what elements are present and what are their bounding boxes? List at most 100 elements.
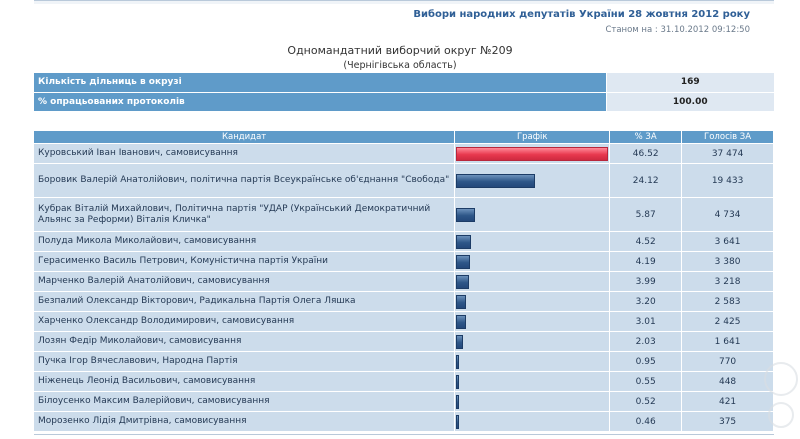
vote-percent: 24.12 [610, 164, 683, 197]
vote-percent: 0.52 [610, 392, 683, 411]
candidate-name: Боровик Валерій Анатолійович, політична … [34, 164, 456, 197]
vote-percent: 5.87 [610, 198, 683, 231]
vote-count: 19 433 [682, 164, 774, 197]
candidate-name: Кубрак Віталій Михайлович, Політична пар… [34, 198, 456, 231]
candidate-row: Лозян Федір Миколайович, самовисування 2.… [34, 332, 774, 351]
candidate-name: Білоусенко Максим Валерійович, самовисув… [34, 392, 456, 411]
candidate-name: Куровський Іван Іванович, самовисування [34, 144, 456, 163]
summary-value: 169 [605, 73, 774, 93]
vote-bar [456, 274, 470, 289]
vote-count: 421 [682, 392, 774, 411]
candidate-row: Кубрак Віталій Михайлович, Політична пар… [34, 198, 774, 231]
candidate-name: Марченко Валерій Анатолійович, самовисув… [34, 272, 456, 291]
candidate-row: Пучка Ігор Вячеславович, Народна Партія 0… [34, 352, 774, 371]
watermark-logo [764, 362, 798, 396]
summary-value: 100.00 [605, 92, 774, 112]
vote-bar [456, 294, 467, 309]
candidate-name: Пучка Ігор Вячеславович, Народна Партія [34, 352, 456, 371]
graph-cell [455, 312, 611, 331]
candidate-name: Харченко Олександр Володимирович, самови… [34, 312, 456, 331]
graph-cell [455, 352, 611, 371]
vote-percent: 3.01 [610, 312, 683, 331]
vote-bar [456, 207, 476, 222]
graph-cell [455, 332, 611, 351]
results-header-row: Кандидат Графік % ЗА Голосів ЗА [34, 131, 774, 143]
candidate-row: Безпалий Олександр Вікторович, Радикальн… [34, 292, 774, 311]
vote-count: 2 425 [682, 312, 774, 331]
vote-percent: 3.20 [610, 292, 683, 311]
vote-count: 375 [682, 412, 774, 431]
district-title: Одномандатний виборчий округ №209 [287, 44, 513, 57]
results-table: Кандидат Графік % ЗА Голосів ЗА Куровськ… [34, 130, 774, 432]
vote-bar [456, 146, 609, 161]
vote-percent: 4.19 [610, 252, 683, 271]
graph-cell [455, 252, 611, 271]
vote-count: 3 641 [682, 232, 774, 251]
candidate-row: Ніженець Леонід Васильович, самовисуванн… [34, 372, 774, 391]
column-header-candidate: Кандидат [34, 131, 456, 143]
column-header-votes: Голосів ЗА [682, 131, 774, 143]
column-header-percent: % ЗА [610, 131, 683, 143]
vote-bar [456, 234, 472, 249]
vote-percent: 46.52 [610, 144, 683, 163]
summary-label: Кількість дільниць в окрузі [34, 73, 606, 93]
vote-count: 4 734 [682, 198, 774, 231]
summary-label: % опрацьованих протоколів [34, 92, 606, 112]
top-border [34, 0, 774, 4]
vote-percent: 0.95 [610, 352, 683, 371]
vote-bar [456, 354, 460, 369]
candidate-row: Білоусенко Максим Валерійович, самовисув… [34, 392, 774, 411]
vote-percent: 4.52 [610, 232, 683, 251]
watermark-logo-secondary [768, 402, 794, 428]
graph-cell [455, 232, 611, 251]
election-title-link[interactable]: Вибори народних депутатів України 28 жов… [413, 9, 750, 20]
vote-count: 37 474 [682, 144, 774, 163]
graph-cell [455, 392, 611, 411]
status-timestamp: Станом на : 31.10.2012 09:12:50 [605, 25, 750, 35]
vote-bar [456, 173, 536, 188]
candidate-row: Боровик Валерій Анатолійович, політична … [34, 164, 774, 197]
candidate-name: Герасименко Василь Петрович, Комуністичн… [34, 252, 456, 271]
graph-cell [455, 272, 611, 291]
vote-count: 3 218 [682, 272, 774, 291]
vote-count: 770 [682, 352, 774, 371]
candidate-row: Куровський Іван Іванович, самовисування 4… [34, 144, 774, 163]
vote-count: 3 380 [682, 252, 774, 271]
graph-cell [455, 412, 611, 431]
candidate-name: Безпалий Олександр Вікторович, Радикальн… [34, 292, 456, 311]
graph-cell [455, 372, 611, 391]
graph-cell [455, 144, 611, 163]
vote-bar [456, 314, 467, 329]
vote-percent: 2.03 [610, 332, 683, 351]
vote-count: 448 [682, 372, 774, 391]
vote-count: 1 641 [682, 332, 774, 351]
candidate-name: Лозян Федір Миколайович, самовисування [34, 332, 456, 351]
summary-row-protocols: % опрацьованих протоколів 100.00 [34, 92, 774, 112]
candidate-name: Полуда Микола Миколайович, самовисування [34, 232, 456, 251]
graph-cell [455, 164, 611, 197]
vote-bar [456, 254, 471, 269]
vote-bar [456, 334, 464, 349]
results-body: Куровський Іван Іванович, самовисування 4… [34, 144, 774, 431]
vote-percent: 0.46 [610, 412, 683, 431]
graph-cell [455, 198, 611, 231]
vote-bar [456, 414, 460, 429]
candidate-row: Морозенко Лідія Дмитрівна, самовисування… [34, 412, 774, 431]
vote-count: 2 583 [682, 292, 774, 311]
candidate-row: Марченко Валерій Анатолійович, самовисув… [34, 272, 774, 291]
vote-percent: 0.55 [610, 372, 683, 391]
district-region: (Чернігівська область) [343, 60, 457, 71]
vote-percent: 3.99 [610, 272, 683, 291]
graph-cell [455, 292, 611, 311]
candidate-name: Ніженець Леонід Васильович, самовисуванн… [34, 372, 456, 391]
summary-table: Кількість дільниць в окрузі 169 % опраць… [34, 73, 774, 112]
candidate-row: Харченко Олександр Володимирович, самови… [34, 312, 774, 331]
summary-row-precincts: Кількість дільниць в окрузі 169 [34, 73, 774, 93]
vote-bar [456, 394, 460, 409]
candidate-name: Морозенко Лідія Дмитрівна, самовисування [34, 412, 456, 431]
vote-bar [456, 374, 460, 389]
candidate-row: Герасименко Василь Петрович, Комуністичн… [34, 252, 774, 271]
column-header-graph: Графік [455, 131, 611, 143]
bottom-border [34, 434, 774, 439]
candidate-row: Полуда Микола Миколайович, самовисування… [34, 232, 774, 251]
